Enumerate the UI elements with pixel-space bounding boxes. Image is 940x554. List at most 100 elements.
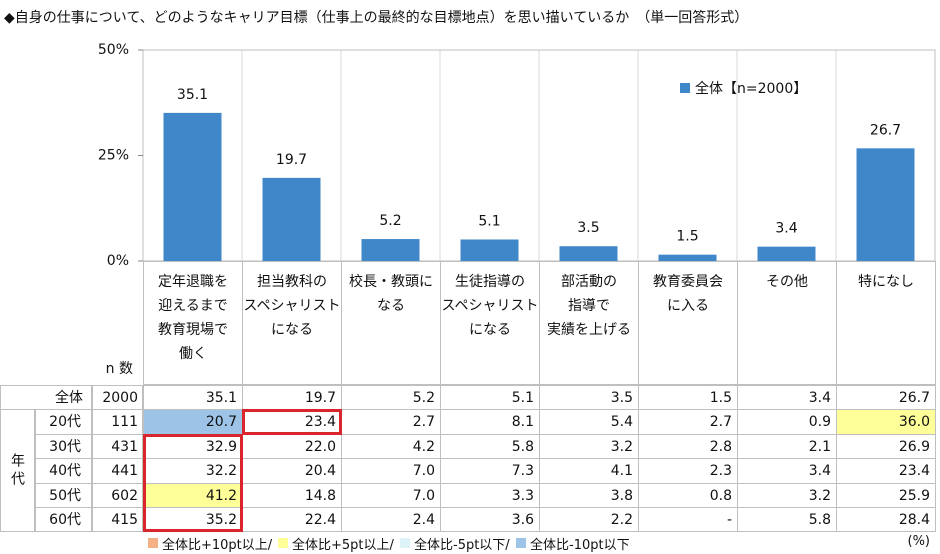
value-label: 19.7 [276, 152, 307, 168]
table-cell: 3.6 [440, 507, 540, 533]
table-cell: 2.7 [638, 409, 738, 435]
highlight-box [143, 458, 243, 484]
table-cell: 3.5 [539, 385, 639, 411]
n-value: 602 [92, 482, 143, 508]
table-cell: 25.9 [836, 482, 936, 508]
bar [163, 112, 222, 262]
table-cell: 20.7 [143, 409, 243, 435]
y-tick-label: 25% [98, 148, 129, 164]
category-label: 校長・教頭に なる [341, 261, 441, 385]
table-cell: 7.0 [341, 482, 441, 508]
table-cell: 5.2 [341, 385, 441, 411]
table-cell: 32.9 [143, 433, 243, 460]
bar [559, 246, 618, 261]
row-label: 40代 [35, 458, 92, 484]
table-cell: 3.2 [737, 482, 837, 508]
table-cell: 4.2 [341, 433, 441, 460]
table-cell: 0.8 [638, 482, 738, 508]
n-value: 2000 [92, 385, 143, 411]
legend-label: 全体比-5pt以下/ [414, 538, 510, 553]
category-label: 教育委員会 に入る [638, 261, 738, 385]
group-label: 年代 [0, 409, 35, 533]
table-cell: 3.2 [539, 433, 639, 460]
n-value: 415 [92, 507, 143, 533]
highlight-box [143, 433, 243, 460]
row-label: 50代 [35, 482, 92, 508]
bar [262, 177, 321, 261]
table-cell: 5.8 [440, 433, 540, 460]
legend-label: 全体比+5pt以上/ [292, 538, 394, 553]
n-value: 431 [92, 433, 143, 460]
table-cell: 4.1 [539, 458, 639, 484]
n-label: n 数 [105, 361, 133, 377]
row-label: 全体 [0, 385, 92, 411]
table-cell: 7.3 [440, 458, 540, 484]
table-cell: 0.9 [737, 409, 837, 435]
bar [361, 239, 420, 261]
table-cell: 3.4 [737, 458, 837, 484]
table-cell: 26.9 [836, 433, 936, 460]
title: ◆自身の仕事について、どのようなキャリア目標（仕事上の最終的な目標地点）を思い描… [4, 9, 748, 26]
category-label: 担当教科の スペシャリスト になる [242, 261, 342, 385]
table-cell: 2.8 [638, 433, 738, 460]
legend-swatch [278, 538, 288, 548]
bar [757, 246, 816, 261]
table-cell: 8.1 [440, 409, 540, 435]
value-label: 5.1 [478, 213, 500, 229]
value-label: 35.1 [177, 87, 208, 103]
highlight-box [143, 482, 243, 508]
table-cell: 23.4 [242, 409, 342, 435]
value-label: 1.5 [676, 229, 698, 245]
highlight-box [242, 409, 342, 435]
table-cell: 28.4 [836, 507, 936, 533]
table-cell: 5.4 [539, 409, 639, 435]
legend-label: 全体比+10pt以上/ [162, 538, 273, 553]
legend-swatch [516, 538, 526, 548]
table-cell: 22.0 [242, 433, 342, 460]
n-value: 441 [92, 458, 143, 484]
value-label: 5.2 [379, 213, 401, 229]
table-cell: 2.4 [341, 507, 441, 533]
n-value: 111 [92, 409, 143, 435]
table-cell: 2.2 [539, 507, 639, 533]
table-cell: 35.1 [143, 385, 243, 411]
legend-swatch [148, 538, 158, 548]
table-cell: 2.7 [341, 409, 441, 435]
unit-label: (%) [907, 534, 931, 549]
table-cell: 20.4 [242, 458, 342, 484]
table-cell: 19.7 [242, 385, 342, 411]
table-cell: 14.8 [242, 482, 342, 508]
table-cell: 23.4 [836, 458, 936, 484]
bar [856, 148, 915, 261]
category-label: 生徒指導の スペシャリスト になる [440, 261, 540, 385]
table-cell: 26.7 [836, 385, 936, 411]
row-label: 30代 [35, 433, 92, 460]
legend-swatch [680, 83, 690, 93]
value-label: 3.5 [577, 220, 599, 236]
row-label: 60代 [35, 507, 92, 533]
table-cell: 7.0 [341, 458, 441, 484]
category-label: 部活動の 指導で 実績を上げる [539, 261, 639, 385]
table-cell: 5.1 [440, 385, 540, 411]
category-label: その他 [737, 261, 837, 385]
table-cell: 36.0 [836, 409, 936, 435]
row-label: 20代 [35, 409, 92, 435]
y-tick-label: 50% [98, 42, 129, 58]
table-cell: 1.5 [638, 385, 738, 411]
legend-label: 全体【n=2000】 [695, 80, 807, 97]
y-tick-label: 0% [107, 253, 129, 269]
table-cell: - [638, 507, 738, 533]
category-label: 特になし [836, 261, 936, 385]
highlight-box [143, 507, 243, 533]
table-cell: 2.1 [737, 433, 837, 460]
table-cell: 3.8 [539, 482, 639, 508]
table-cell: 2.3 [638, 458, 738, 484]
bar [460, 239, 519, 261]
table-cell: 3.4 [737, 385, 837, 411]
bar [658, 254, 717, 261]
legend-label: 全体比-10pt以下 [530, 538, 630, 553]
table-cell: 5.8 [737, 507, 837, 533]
table-cell: 22.4 [242, 507, 342, 533]
